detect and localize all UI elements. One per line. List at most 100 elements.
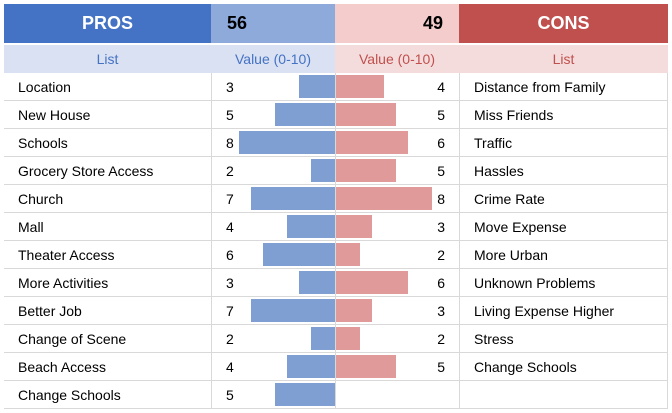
con-value-cell[interactable]: 3 [335,297,459,325]
pro-value-bar [311,327,335,350]
table-row: New House 5 5 Miss Friends [4,101,668,129]
pros-total-score[interactable]: 56 [211,4,335,43]
pro-item-cell[interactable]: Beach Access [18,359,106,375]
con-value-number: 4 [437,79,445,95]
pro-value-number: 6 [226,247,234,263]
con-value-cell[interactable]: 6 [335,129,459,157]
pros-value-column-header[interactable]: Value (0-10) [211,45,335,73]
table-row: Beach Access 4 5 Change Schools [4,353,668,381]
pro-value-bar [299,75,335,98]
pro-item-cell[interactable]: Location [18,79,71,95]
con-item-cell[interactable]: Miss Friends [459,101,668,129]
pro-value-number: 2 [226,331,234,347]
con-item-cell[interactable]: Traffic [459,129,668,157]
cons-value-column-header[interactable]: Value (0-10) [335,45,459,73]
con-value-cell[interactable] [335,381,459,409]
pros-header[interactable]: PROS [4,4,211,43]
con-value-bar [336,187,432,210]
pro-value-cell[interactable]: 5 [211,381,335,409]
pro-value-bar [311,159,335,182]
pro-value-number: 2 [226,163,234,179]
con-item-cell[interactable]: Crime Rate [459,185,668,213]
pro-value-number: 3 [226,79,234,95]
pro-value-bar [275,103,335,126]
con-value-number: 8 [437,191,445,207]
con-item-cell[interactable]: Hassles [459,157,668,185]
pro-item-cell[interactable]: Schools [18,135,68,151]
pros-cons-table: Location 3 4 Distance from Family New House 5… [4,73,668,413]
pro-item-cell[interactable]: Mall [18,219,44,235]
con-value-bar [336,327,360,350]
con-value-bar [336,215,372,238]
table-row: Location 3 4 Distance from Family [4,73,668,101]
con-item-cell[interactable]: Distance from Family [459,73,668,101]
con-value-number: 6 [437,275,445,291]
pro-item-cell[interactable]: Church [18,191,64,207]
table-row: Grocery Store Access 2 5 Hassles [4,157,668,185]
con-item-cell[interactable]: Move Expense [459,213,668,241]
con-value-bar [336,103,396,126]
pro-item-cell[interactable]: More Activities [18,275,109,291]
con-value-cell[interactable]: 8 [335,185,459,213]
cons-list-column-header[interactable]: List [459,45,668,73]
pro-value-cell[interactable]: 4 [211,213,335,241]
con-value-bar [336,355,396,378]
con-value-bar [336,299,372,322]
pro-value-number: 5 [226,107,234,123]
pro-item-cell[interactable]: Change Schools [18,387,121,403]
pro-value-cell[interactable]: 6 [211,241,335,269]
con-value-bar [336,243,360,266]
table-row: Better Job 7 3 Living Expense Higher [4,297,668,325]
con-value-cell[interactable]: 4 [335,73,459,101]
con-value-bar [336,271,408,294]
con-value-bar [336,159,396,182]
con-item-cell[interactable]: Stress [459,325,668,353]
pro-item-cell[interactable]: Change of Scene [18,331,127,347]
con-value-number: 5 [437,163,445,179]
pro-value-cell[interactable]: 5 [211,101,335,129]
pro-value-number: 4 [226,359,234,375]
table-row: More Activities 3 6 Unknown Problems [4,269,668,297]
table-row: Change of Scene 2 2 Stress [4,325,668,353]
con-value-cell[interactable]: 5 [335,157,459,185]
pro-item-cell[interactable]: New House [18,107,91,123]
con-item-cell[interactable]: Unknown Problems [459,269,668,297]
pro-value-number: 3 [226,275,234,291]
con-value-number: 5 [437,107,445,123]
con-item-cell[interactable]: Change Schools [459,353,668,381]
con-value-number: 3 [437,219,445,235]
table-row: Change Schools 5 [4,381,668,409]
pro-value-cell[interactable]: 7 [211,297,335,325]
con-value-bar [336,75,384,98]
con-value-cell[interactable]: 6 [335,269,459,297]
con-value-cell[interactable]: 2 [335,241,459,269]
pro-item-cell[interactable]: Grocery Store Access [18,163,154,179]
con-value-number: 5 [437,359,445,375]
con-value-bar [336,131,408,154]
table-row: Theater Access 6 2 More Urban [4,241,668,269]
pro-value-cell[interactable]: 2 [211,157,335,185]
pro-value-cell[interactable]: 3 [211,73,335,101]
pro-value-bar [299,271,335,294]
con-item-cell[interactable] [459,381,668,409]
cons-header[interactable]: CONS [459,4,668,43]
pro-value-cell[interactable]: 7 [211,185,335,213]
pro-value-cell[interactable]: 8 [211,129,335,157]
con-value-cell[interactable]: 2 [335,325,459,353]
pro-value-cell[interactable]: 4 [211,353,335,381]
cons-total-score[interactable]: 49 [335,4,459,43]
con-item-cell[interactable]: Living Expense Higher [459,297,668,325]
pro-value-bar [275,383,335,406]
pro-value-number: 4 [226,219,234,235]
pro-item-cell[interactable]: Theater Access [18,247,115,263]
con-item-cell[interactable]: More Urban [459,241,668,269]
pro-item-cell[interactable]: Better Job [18,303,82,319]
pro-value-bar [263,243,335,266]
pro-value-cell[interactable]: 3 [211,269,335,297]
con-value-cell[interactable]: 5 [335,101,459,129]
con-value-cell[interactable]: 5 [335,353,459,381]
con-value-cell[interactable]: 3 [335,213,459,241]
pro-value-cell[interactable]: 2 [211,325,335,353]
pros-list-column-header[interactable]: List [4,45,211,73]
